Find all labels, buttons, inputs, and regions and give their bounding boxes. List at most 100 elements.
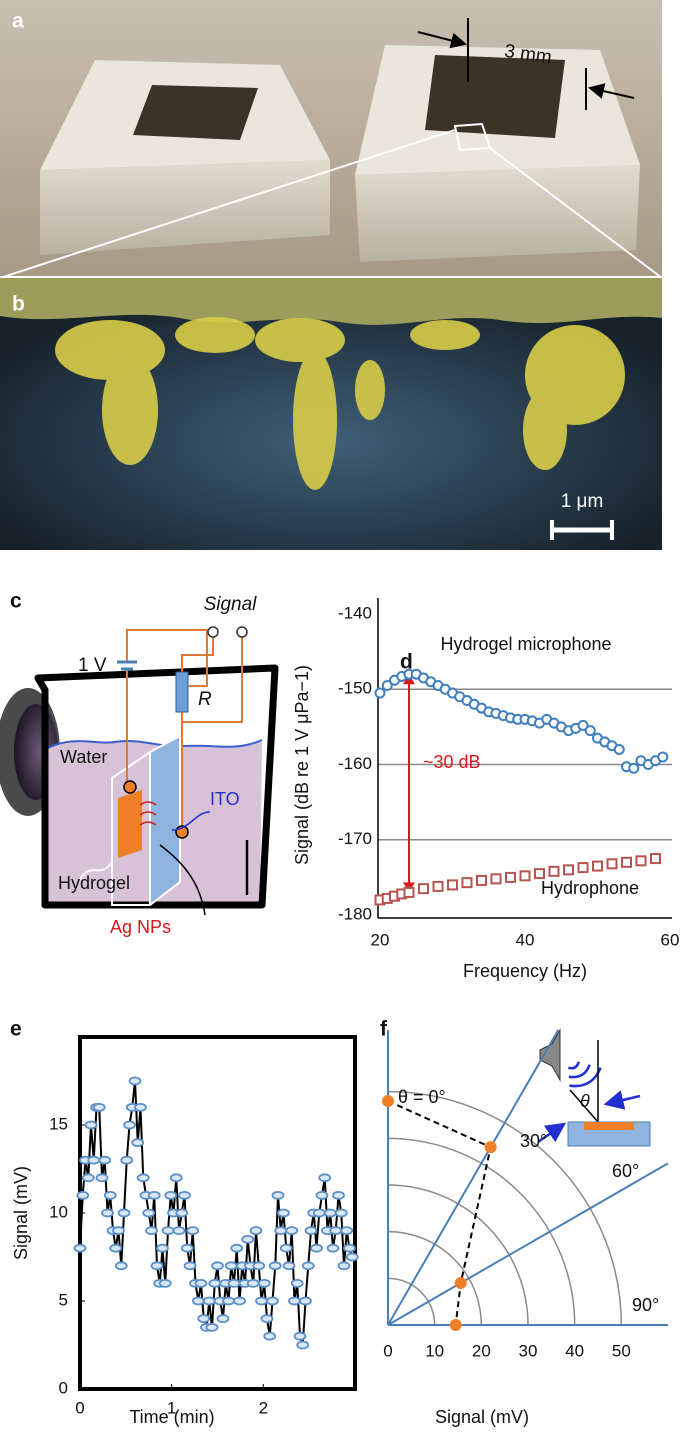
marker [296,1340,310,1350]
x-tick-label: 2 [259,1398,268,1417]
marker [592,860,603,872]
angle-label: 30° [520,1131,547,1151]
marker [109,1243,123,1253]
marker [246,1279,260,1288]
marker [332,1191,345,1200]
marker [180,1243,194,1253]
dimension-arrow [588,83,635,99]
dendrite [102,355,158,465]
marker [505,871,516,883]
x-tick-label: 1 [167,1398,176,1417]
marker [461,877,473,889]
x-tick-label: 0 [383,1341,392,1360]
x-tick-label: 40 [516,930,535,949]
marker [95,1173,109,1183]
marker [260,1314,274,1323]
marker [274,1226,288,1235]
direction-arrow [603,1090,641,1110]
field-lines [139,801,157,826]
dendrites [55,317,625,490]
marker [73,1243,87,1253]
y-tick-label: 15 [49,1114,68,1133]
battery-label: 1 V [78,655,107,676]
marker [621,856,632,868]
dendrite [175,317,255,353]
y-tick-label: 0 [59,1378,68,1397]
marker [216,1314,230,1323]
marker [268,1261,282,1271]
block-front [355,165,640,262]
marker [326,1243,340,1253]
marker [329,1226,343,1235]
terminal [207,626,219,638]
marker [279,1243,293,1253]
marker [183,1261,197,1271]
zoom-line [0,129,456,279]
marker [131,1138,145,1147]
angle-line [387,1162,669,1326]
marker [271,1191,285,1200]
marker [233,1296,246,1306]
wire [126,629,208,687]
marker [175,1208,189,1218]
marker [418,883,429,895]
marker [123,1120,136,1130]
marker [519,870,531,882]
dendrite [355,360,385,420]
marker [374,687,386,699]
marker [186,1226,200,1235]
pointer [159,844,206,916]
wire [181,637,214,672]
panel-c-diagram: c Signal 1 V R Water ITO Hydrog [0,590,279,937]
marker [255,1296,268,1306]
hydrogel-label: Hydrogel [58,873,130,893]
x-axis-label: Signal (mV) [435,1407,529,1427]
block-window [133,85,258,140]
marker [563,864,574,876]
dendrite [523,390,567,470]
sample-layer [584,1122,634,1130]
x-tick-label: 20 [371,930,390,949]
marker [263,1331,277,1341]
series-label: Hydrogel microphone [440,634,611,654]
angle-label: θ = 0° [398,1087,446,1107]
contact [123,780,137,794]
marker [197,1314,211,1323]
panel-label: d [400,651,413,674]
x-tick-label: 60 [661,930,680,949]
gel-surface [0,278,662,325]
inset-angle-label: θ [580,1091,590,1111]
marker [299,1296,312,1306]
tank [34,664,279,909]
marker [164,1191,178,1200]
marker [277,1208,290,1218]
marker [334,1208,348,1218]
marker [227,1279,241,1288]
marker [628,762,640,774]
y-tick-label: -150 [338,679,372,698]
circuit-wires [126,629,243,826]
panel-label: c [10,590,22,613]
panel-a-photo: 3 mm a [0,0,663,279]
marker [230,1243,244,1253]
marker [76,1191,90,1200]
x-tick-label: 40 [565,1341,584,1360]
marker [191,1296,205,1306]
marker [288,1296,301,1306]
plot-frame [78,1035,357,1391]
panel-label: a [12,10,24,33]
y-tick-label: -140 [338,603,372,622]
y-axis-label: Signal (mV) [11,1166,31,1260]
marker [208,1279,222,1288]
marker [606,858,618,870]
panel-label: b [12,293,25,316]
panel-b-image: 1 μm b [0,278,662,550]
marker [285,1226,299,1235]
ag-nps-layer [118,790,142,858]
marker [310,1243,323,1253]
angle-label: 90° [632,1295,659,1315]
marker [222,1296,235,1306]
marker [241,1235,255,1244]
marker [205,1323,219,1332]
